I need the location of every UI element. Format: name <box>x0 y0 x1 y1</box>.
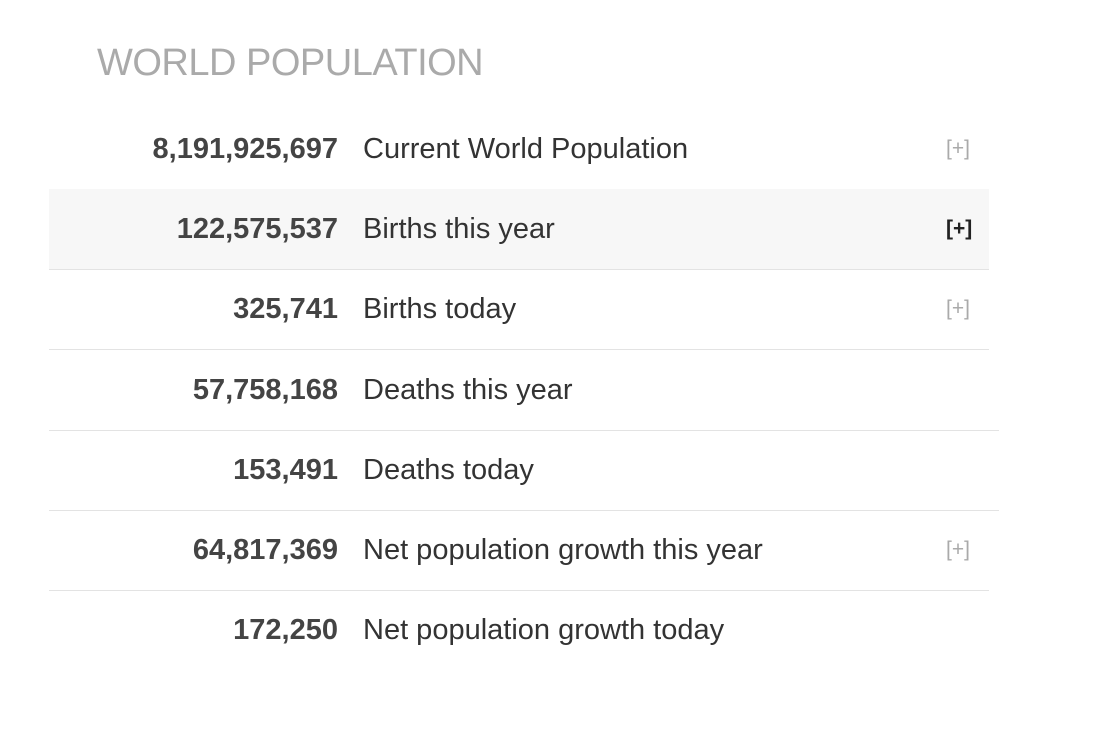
row-value: 57,758,168 <box>192 373 338 406</box>
row-value: 122,575,537 <box>176 213 338 246</box>
row-value: 172,250 <box>233 614 338 647</box>
expand-button[interactable]: [+] <box>946 538 970 561</box>
expand-button[interactable]: [+] <box>946 137 970 160</box>
row-value: 325,741 <box>233 293 338 326</box>
row-value: 64,817,369 <box>192 534 338 566</box>
expand-button[interactable]: [+] <box>946 297 970 321</box>
row-value: 153,491 <box>233 453 338 486</box>
row-value: 8,191,925,697 <box>152 133 338 165</box>
table-row: 64,817,369 Net population growth this yea… <box>49 510 989 591</box>
table-row: 325,741 Births today [+] <box>49 269 989 351</box>
row-label: Births today <box>363 293 517 326</box>
table-row: 153,491 Deaths today <box>49 430 999 511</box>
title: WORLD POPULATION <box>97 42 484 84</box>
expand-button[interactable]: [+] <box>946 217 973 241</box>
table-row: 8,191,925,697 Current World Population [+] <box>49 109 989 190</box>
table-row: 122,575,537 Births this year [+] <box>49 189 989 271</box>
row-label: Current World Population <box>363 133 689 165</box>
row-label: Net population growth today <box>363 614 725 647</box>
row-label: Births this year <box>363 213 555 246</box>
row-label: Deaths this year <box>363 373 573 406</box>
row-label: Deaths today <box>363 453 534 486</box>
table-row: 57,758,168 Deaths this year <box>49 350 999 431</box>
table-row: 172,250 Net population growth today <box>49 590 989 670</box>
row-label: Net population growth this year <box>363 534 763 566</box>
